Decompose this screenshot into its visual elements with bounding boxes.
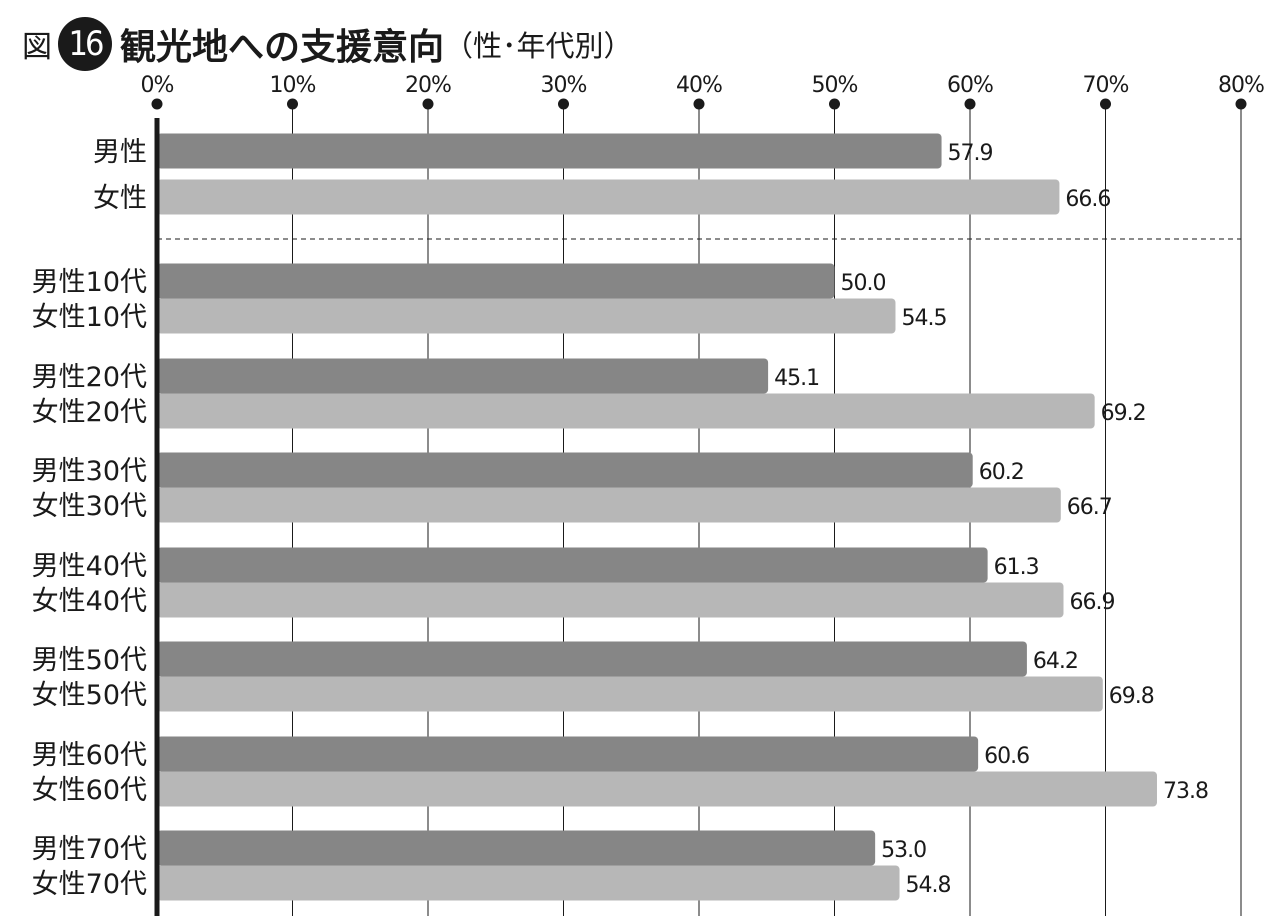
category-label: 女性10代 [32, 302, 147, 333]
tick-dot [964, 98, 976, 110]
bar-value-label: 54.5 [901, 306, 946, 331]
bar [157, 179, 1060, 215]
bar [157, 393, 1095, 429]
x-tick-label: 0% [141, 73, 174, 98]
category-label: 男性20代 [32, 362, 147, 393]
x-tick-label: 70% [1083, 73, 1129, 98]
category-label: 女性20代 [32, 397, 147, 428]
category-label: 男性10代 [32, 267, 147, 298]
tick-dot [1100, 98, 1111, 110]
category-label: 男性60代 [32, 740, 147, 771]
bar-value-label: 45.1 [774, 366, 819, 391]
bar-value-label: 54.8 [906, 873, 951, 898]
chart-header: 図 16 観光地への支援意向 （性･年代別） [22, 16, 633, 72]
x-tick-label: 50% [812, 73, 858, 98]
tick-dot [287, 98, 298, 110]
bar-value-label: 60.6 [984, 744, 1029, 769]
category-label: 男性70代 [32, 834, 147, 865]
bar-value-label: 50.0 [841, 271, 886, 296]
category-label: 女性70代 [32, 869, 147, 900]
bar [157, 452, 973, 488]
bar-value-label: 53.0 [881, 838, 926, 863]
bar-value-label: 61.3 [994, 555, 1039, 580]
bar-value-label: 69.8 [1109, 684, 1154, 709]
figure-prefix: 図 [22, 30, 52, 65]
bar [157, 298, 896, 334]
tick-dot [1235, 98, 1247, 110]
chart-title: 観光地への支援意向 [120, 27, 445, 68]
bar-value-label: 66.6 [1065, 187, 1110, 212]
category-label: 女性30代 [32, 491, 147, 522]
category-label: 男性 [93, 137, 147, 168]
x-tick-label: 60% [947, 73, 993, 98]
tick-dot [829, 98, 840, 110]
category-label: 男性50代 [32, 645, 147, 676]
bar-value-label: 64.2 [1033, 649, 1078, 674]
x-tick-label: 10% [270, 73, 316, 98]
x-tick-label: 40% [676, 73, 722, 98]
category-label: 男性30代 [32, 456, 147, 487]
x-tick-label: 20% [405, 73, 451, 98]
bar [157, 358, 769, 394]
x-tick-label: 30% [541, 73, 587, 98]
bar-value-label: 69.2 [1101, 401, 1146, 426]
bar [157, 830, 876, 866]
category-label: 女性50代 [32, 680, 147, 711]
x-tick-label: 80% [1218, 73, 1264, 98]
bar [157, 582, 1064, 618]
bar-value-label: 66.7 [1067, 495, 1112, 520]
tick-dot [693, 98, 705, 110]
bar-value-label: 66.9 [1069, 590, 1114, 615]
bar-value-label: 73.8 [1163, 779, 1208, 804]
category-label: 女性 [93, 183, 147, 214]
tick-dot [151, 98, 163, 110]
category-label: 女性60代 [32, 775, 147, 806]
bar [157, 641, 1027, 677]
bar [157, 133, 942, 169]
bar-value-label: 60.2 [979, 460, 1024, 485]
tick-dot [422, 98, 434, 110]
category-label: 女性40代 [32, 586, 147, 617]
bar [157, 865, 900, 901]
chart-subtitle: （性･年代別） [444, 29, 633, 63]
tick-dot [558, 98, 569, 110]
category-label: 男性40代 [32, 551, 147, 582]
bar [157, 771, 1157, 807]
bar-value-label: 57.9 [948, 141, 993, 166]
bar [157, 487, 1061, 523]
bar [157, 736, 979, 772]
bar [157, 676, 1103, 712]
bar [157, 263, 835, 299]
bar [157, 547, 988, 583]
figure-number-badge: 16 [58, 17, 112, 71]
